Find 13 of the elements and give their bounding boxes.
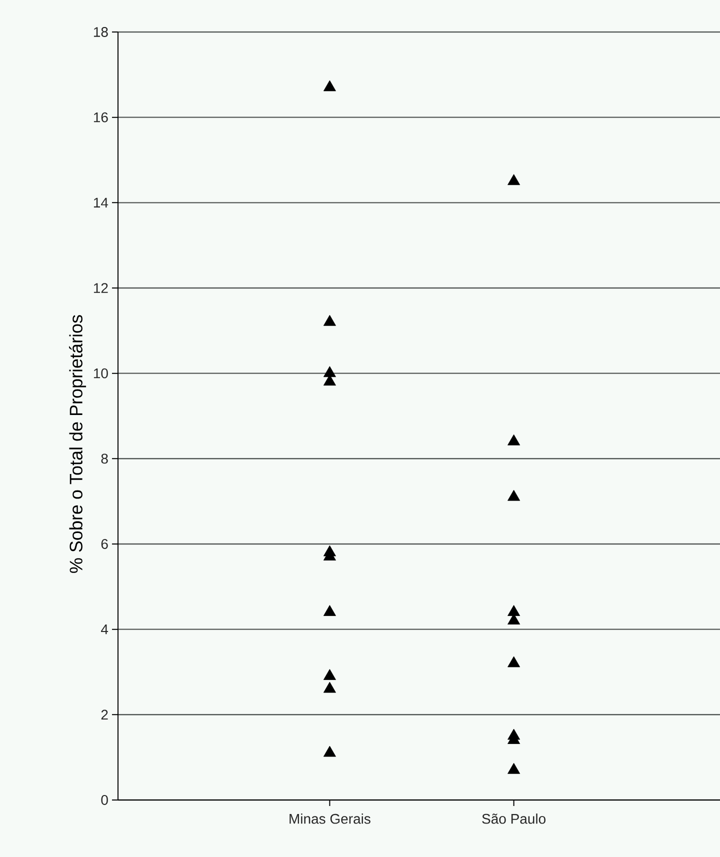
y-tick-label: 2 xyxy=(101,710,108,720)
y-tick-label: 4 xyxy=(100,624,108,634)
y-axis-title: % Sobre o Total de Proprietários xyxy=(69,315,86,573)
y-tick-label: 0 xyxy=(101,795,108,805)
y-tick-label: 18 xyxy=(94,27,108,37)
x-tick-label: Minas Gerais xyxy=(290,814,370,824)
y-tick-label: 14 xyxy=(94,198,108,208)
y-tick-label: 12 xyxy=(94,283,108,293)
y-tick-label: 10 xyxy=(94,368,108,378)
y-tick-label: 8 xyxy=(101,454,108,464)
x-tick-label: São Paulo xyxy=(482,814,546,824)
y-tick-label: 16 xyxy=(94,112,108,122)
y-tick-label: 6 xyxy=(101,539,108,549)
